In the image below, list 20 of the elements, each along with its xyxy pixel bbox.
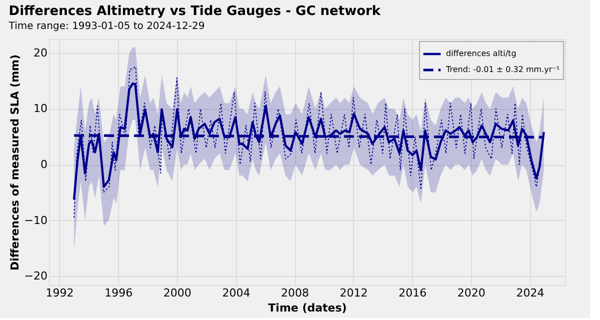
y-tick-label: −20 (24, 270, 48, 283)
x-tick-label: 2024 (516, 286, 544, 300)
x-tick-label: 1992 (46, 286, 74, 300)
chart-title: Differences Altimetry vs Tide Gauges - GC network (8, 4, 381, 19)
x-tick-label: 1996 (104, 286, 133, 300)
x-tick-label: 2016 (398, 286, 427, 300)
y-tick-label: −10 (24, 214, 48, 227)
legend-label: differences alti/tg (446, 49, 516, 58)
x-tick-label: 2008 (281, 286, 310, 300)
x-axis-title: Time (dates) (268, 302, 347, 314)
y-tick-label: 0 (40, 158, 48, 172)
chart-subtitle: Time range: 1993-01-05 to 2024-12-29 (8, 21, 205, 32)
x-tick-label: 2020 (457, 286, 486, 300)
x-tick-label: 2004 (222, 286, 250, 300)
x-tick-label: 2012 (340, 286, 368, 300)
y-tick-label: 20 (34, 46, 48, 60)
y-axis-title: Differences of measured SLA (mm) (8, 54, 22, 271)
x-tick-label: 2000 (163, 286, 192, 300)
y-tick-label: 10 (34, 102, 48, 116)
legend-label: Trend: -0.01 ± 0.32 mm.yr⁻¹ (445, 65, 560, 74)
